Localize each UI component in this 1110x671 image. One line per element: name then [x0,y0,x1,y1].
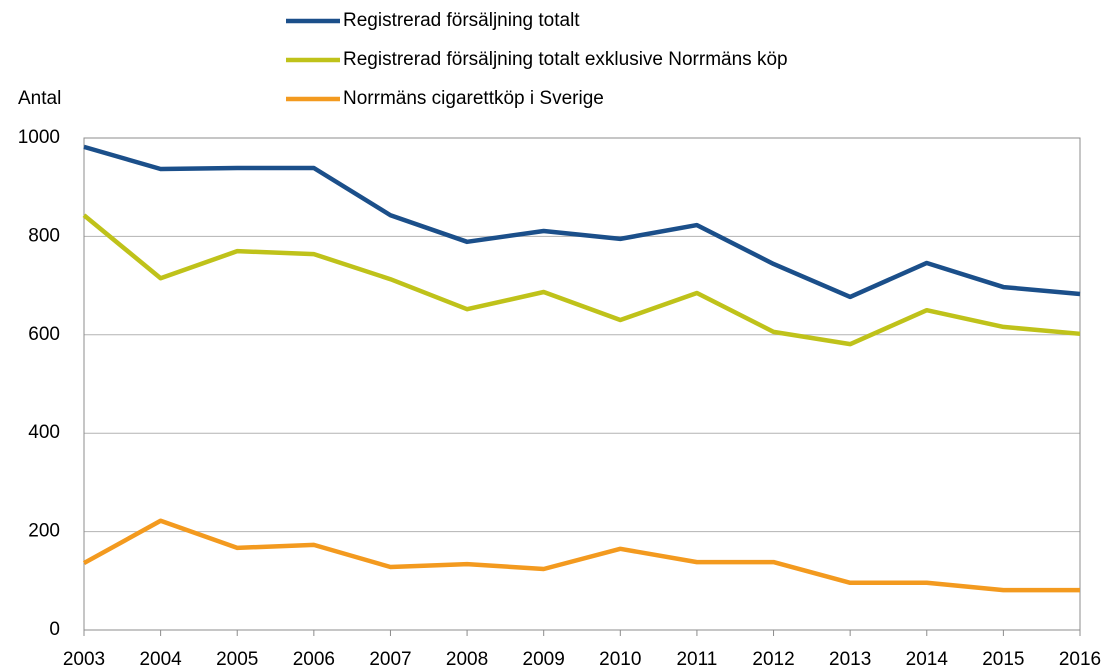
x-tick-label: 2011 [676,649,717,670]
series-line [83,144,1081,300]
legend-label: Registrerad försäljning totalt exklusive… [343,49,788,70]
x-tick-label: 2009 [523,649,565,670]
x-tick-label: 2004 [139,649,182,670]
y-tick-label: 1000 [18,127,60,148]
plot-border [83,137,1081,631]
x-tick-label: 2007 [369,649,411,670]
x-tick-label: 2010 [599,649,641,670]
series-line [82,518,1080,593]
x-tick-label: 2015 [982,649,1024,670]
x-tick-label: 2013 [829,649,871,670]
y-tick-label: 800 [28,225,60,246]
legend-label: Registrerad försäljning totalt [343,10,580,31]
x-tick-label: 2008 [446,649,488,670]
x-tick-label: 2012 [752,649,794,670]
x-tick-label: 2003 [63,649,105,670]
legend-label: Norrmäns cigarettköp i Sverige [343,88,604,109]
series-line [82,213,1081,347]
y-tick-label: 600 [28,324,60,345]
y-axis-label: Antal [18,88,61,109]
y-tick-label: 400 [28,422,60,443]
x-tick-label: 2016 [1059,649,1101,670]
y-tick-label: 0 [49,619,60,640]
x-tick-label: 2014 [906,649,949,670]
y-tick-label: 200 [28,521,60,542]
x-tick-label: 2005 [216,649,258,670]
x-tick-label: 2006 [293,649,335,670]
